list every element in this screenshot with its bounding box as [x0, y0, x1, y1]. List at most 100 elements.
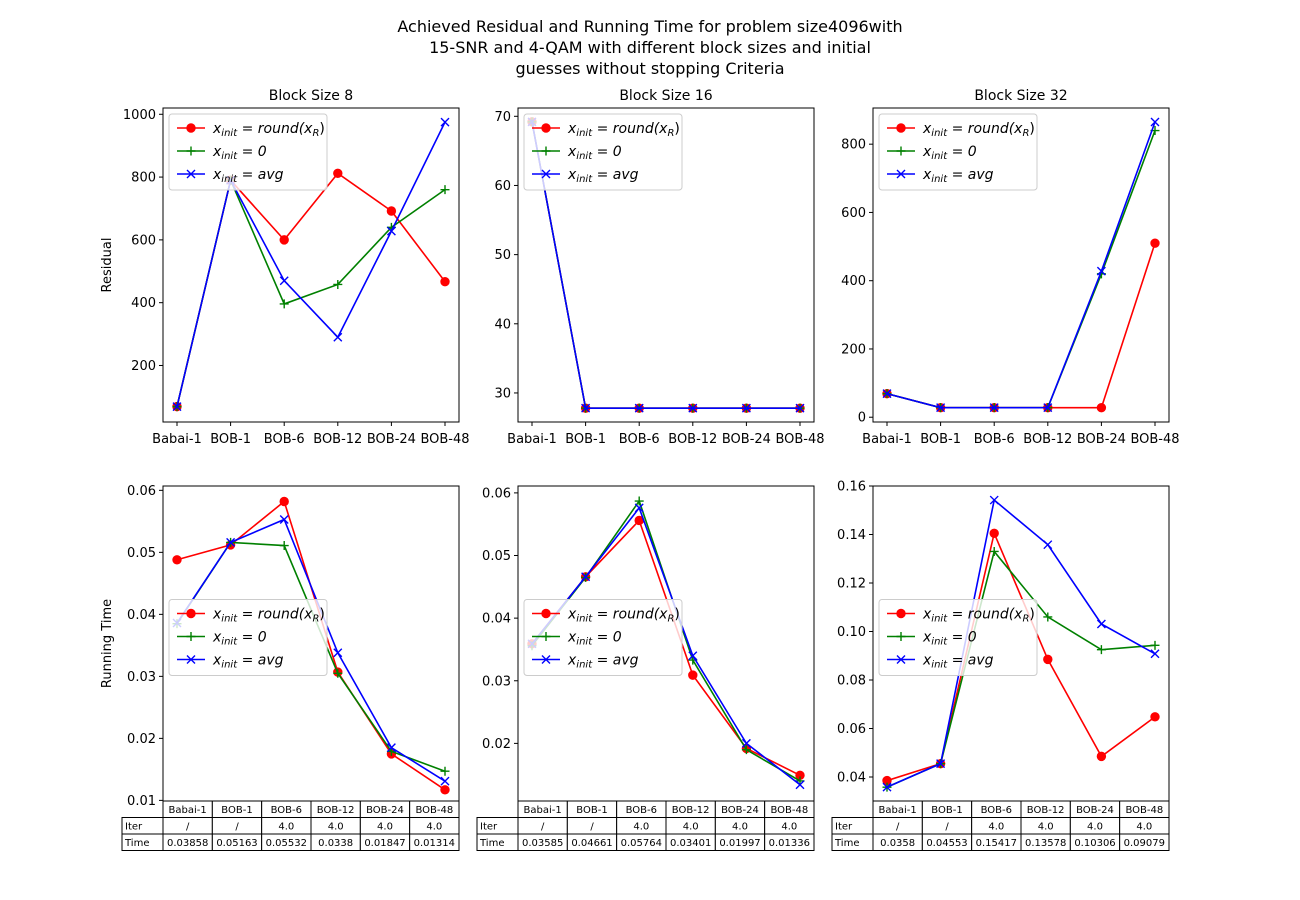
table-cell-text: 0.01314 — [414, 838, 455, 849]
data-point — [386, 743, 396, 753]
table-cell-text: 0.04661 — [571, 838, 612, 849]
legend-marker — [186, 655, 196, 664]
table-cell-text: 0.03858 — [167, 838, 208, 849]
y-tick-label: 0.03 — [482, 674, 511, 689]
data-point — [688, 670, 698, 680]
table-cell-text: 4.0 — [426, 822, 442, 833]
legend-marker — [896, 608, 906, 619]
data-point — [333, 279, 343, 289]
y-tick-label: 0.04 — [837, 770, 866, 785]
data-point — [440, 117, 450, 127]
x-tick-label: BOB-12 — [313, 432, 362, 447]
legend-marker — [541, 608, 551, 619]
data-point — [1150, 649, 1160, 659]
table-cell-text: 4.0 — [377, 822, 393, 833]
data-point — [634, 496, 644, 506]
chart-panel-1: Block Size 8 200 400 600 800 1000 Residual Baba… — [100, 88, 470, 447]
table-cell-text: 0.15417 — [976, 838, 1017, 849]
x-tick-label: BOB-24 — [367, 432, 416, 447]
data-point — [1096, 619, 1106, 629]
legend-label: xinit = avg — [567, 167, 639, 185]
table-header-text: BOB-6 — [981, 805, 1012, 816]
x-tick-label: BOB-1 — [210, 432, 251, 447]
data-table: Babai-1 BOB-1 BOB-6 BOB-12 BOB-24 BOB-48 Iter /… — [121, 800, 460, 851]
table-cell-text: / — [186, 822, 190, 833]
data-point — [279, 235, 289, 245]
series-avg — [527, 117, 805, 413]
legend-label: xinit = 0 — [567, 630, 622, 648]
data-point — [688, 403, 698, 413]
table-cell-text: 4.0 — [633, 822, 649, 833]
series-zero — [172, 175, 450, 412]
data-point — [333, 648, 343, 658]
data-point — [1043, 612, 1053, 622]
table-cell-text: 0.03585 — [522, 838, 563, 849]
x-tick-label: Babai-1 — [507, 432, 557, 447]
x-tick-label: BOB-24 — [1077, 432, 1126, 447]
data-point — [989, 403, 999, 413]
y-tick-label: 40 — [494, 317, 511, 332]
x-tick-label: BOB-24 — [722, 432, 771, 447]
x-tick-label: BOB-1 — [920, 432, 961, 447]
series-round — [882, 238, 1160, 413]
table-header-text: BOB-12 — [317, 805, 355, 816]
table-cell-text: 4.0 — [732, 822, 748, 833]
table-cell — [764, 833, 815, 851]
y-tick-label: 0.02 — [482, 737, 511, 752]
table-cell-text: 0.01997 — [719, 838, 760, 849]
legend-box — [878, 113, 1038, 191]
chart-panel-6: 0.04 0.06 0.08 0.10 0.12 0.14 0.16 xinit = roun… — [831, 480, 1170, 851]
series-line — [176, 518, 446, 782]
series-avg — [882, 117, 1160, 413]
table-cell-text: 0.0358 — [880, 838, 915, 849]
table-cell — [409, 833, 460, 851]
x-tick-label: BOB-6 — [619, 432, 660, 447]
series-line — [176, 177, 446, 407]
y-tick-label: 0.14 — [837, 528, 866, 543]
table-cell-text: / — [235, 822, 239, 833]
table-header-text: BOB-12 — [1027, 805, 1065, 816]
legend: xinit = round(xR) xinit = 0 xinit = avg — [168, 599, 328, 676]
x-tick-label: BOB-6 — [264, 432, 305, 447]
data-point — [936, 759, 946, 769]
legend-marker — [186, 146, 196, 156]
data-point — [989, 528, 999, 538]
x-tick-label: BOB-6 — [974, 432, 1015, 447]
y-tick-label: 0.05 — [127, 546, 156, 561]
legend-entry: xinit = round(xR) — [532, 607, 680, 625]
y-tick-label: 50 — [494, 248, 511, 263]
table-cell-text: 0.01847 — [364, 838, 405, 849]
data-point — [386, 226, 396, 236]
table-cell-text: 0.05163 — [216, 838, 257, 849]
table-cell-text: / — [541, 822, 545, 833]
table-cell-text: 4.0 — [1038, 822, 1054, 833]
legend-marker — [186, 608, 196, 619]
data-point — [333, 168, 343, 179]
y-tick-label: 0.10 — [837, 625, 866, 640]
chart-panel-2: Block Size 16 30 40 50 60 70 Babai-1 BOB-1 BOB-6… — [494, 88, 824, 447]
data-point — [440, 276, 450, 287]
legend: xinit = round(xR) xinit = 0 xinit = avg — [878, 113, 1038, 191]
data-point — [440, 785, 450, 795]
legend: xinit = round(xR) xinit = 0 xinit = avg — [523, 599, 683, 676]
legend-label: xinit = round(xR) — [212, 121, 325, 139]
series-line — [886, 498, 1156, 788]
table-cell-text: 0.09079 — [1124, 838, 1165, 849]
legend-box — [878, 599, 1038, 676]
y-tick-label: 200 — [841, 342, 866, 357]
y-tick-label: 0.03 — [127, 670, 156, 685]
table-cell-text: 4.0 — [1136, 822, 1152, 833]
legend-entry: xinit = avg — [887, 167, 994, 185]
series-line — [886, 121, 1156, 409]
legend-marker — [186, 632, 196, 641]
data-point — [634, 403, 644, 413]
figure-title-line-1: Achieved Residual and Running Time for p… — [397, 17, 903, 36]
data-point — [1043, 403, 1053, 413]
legend-label: xinit = 0 — [567, 144, 622, 162]
legend-label: xinit = 0 — [922, 144, 977, 162]
table-cell — [1119, 833, 1170, 851]
legend-box — [168, 599, 328, 676]
legend-marker — [896, 655, 906, 664]
figure-title: Achieved Residual and Running Time for p… — [300, 16, 1000, 79]
